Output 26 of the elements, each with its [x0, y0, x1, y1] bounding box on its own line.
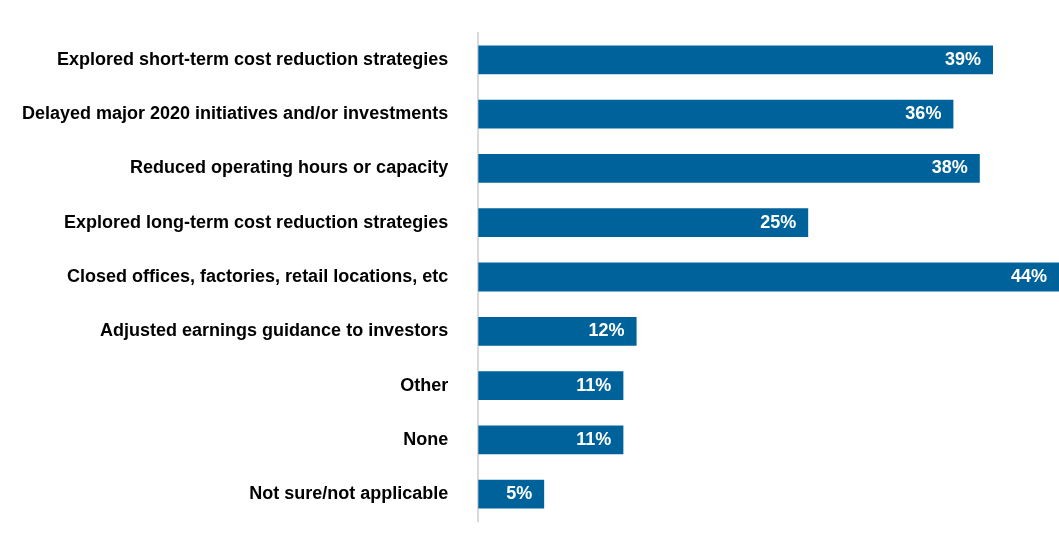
data-label: 11%	[576, 428, 612, 449]
data-label: 44%	[1010, 265, 1047, 286]
y-tick-label: Not sure/not applicable	[249, 483, 449, 504]
y-tick-label: Closed offices, factories, retail locations, etc	[67, 265, 449, 286]
bar	[478, 425, 624, 455]
y-tick-label: Delayed major 2020 initiatives and/or investments	[21, 103, 449, 124]
y-tick-label: Reduced operating hours or capacity	[130, 157, 449, 178]
data-label: 39%	[944, 48, 981, 69]
data-label: 5%	[506, 483, 533, 504]
data-label: 38%	[931, 157, 968, 178]
y-tick-label: None	[403, 428, 449, 449]
bar	[478, 316, 637, 346]
y-tick-label: Other	[400, 374, 449, 395]
bar	[478, 371, 624, 400]
data-label: 25%	[760, 211, 797, 232]
bar	[478, 262, 1059, 292]
bar	[478, 99, 954, 129]
y-tick-label: Explored short-term cost reduction strategies	[57, 48, 449, 69]
bar	[478, 208, 809, 238]
y-tick-label: Adjusted earnings guidance to investors	[100, 320, 449, 341]
data-label: 36%	[905, 103, 942, 124]
data-label: 11%	[576, 374, 612, 395]
bar	[478, 45, 993, 75]
y-tick-label: Explored long-term cost reduction strategies	[64, 211, 449, 232]
bar	[478, 154, 980, 183]
data-label: 12%	[588, 320, 625, 341]
